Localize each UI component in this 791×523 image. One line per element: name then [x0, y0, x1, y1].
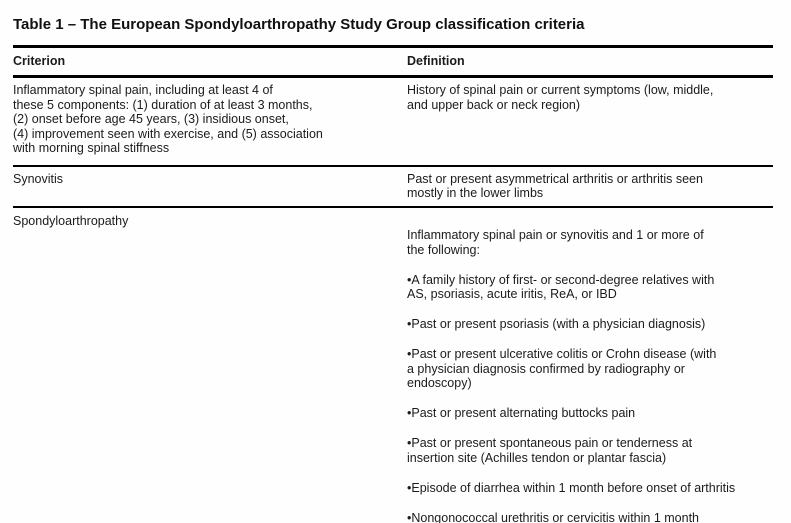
definition-bullet: •Past or present spontaneous pain or ten… [407, 436, 693, 465]
table-row-synovitis: Synovitis Past or present asymmetrical a… [13, 167, 773, 208]
criterion-cell: Inflammatory spinal pain, including at l… [13, 83, 323, 155]
table-row-spondyloarthropathy: Spondyloarthropathy Inflammatory spinal … [13, 208, 773, 523]
definition-bullet: •Past or present ulcerative colitis or C… [407, 347, 717, 390]
definition-bullet: •Past or present alternating buttocks pa… [407, 406, 636, 420]
definition-bullet: •A family history of first- or second-de… [407, 272, 715, 302]
table-row-inflammatory-spinal-pain: Inflammatory spinal pain, including at l… [13, 78, 773, 167]
criterion-cell: Spondyloarthropathy [13, 213, 129, 228]
definition-intro: Inflammatory spinal pain or synovitis an… [407, 228, 704, 257]
table-header-row: Criterion Definition [13, 48, 773, 78]
definition-bullet: •Nongonococcal urethritis or cervicitis … [407, 510, 699, 523]
criterion-cell: Synovitis [13, 171, 64, 186]
column-header-criterion: Criterion [13, 54, 66, 68]
definition-bullet: •Past or present psoriasis (with a physi… [407, 317, 706, 331]
table-title: Table 1 – The European Spondyloarthropat… [13, 16, 585, 33]
definition-cell: Past or present asymmetrical arthritis o… [407, 171, 703, 201]
definition-cell: Inflammatory spinal pain or synovitis an… [407, 214, 773, 523]
column-header-definition: Definition [407, 54, 465, 68]
criteria-table: Criterion Definition Inflammatory spinal… [13, 45, 773, 523]
definition-bullet: •Episode of diarrhea within 1 month befo… [407, 480, 736, 495]
definition-cell: History of spinal pain or current sympto… [407, 83, 714, 112]
